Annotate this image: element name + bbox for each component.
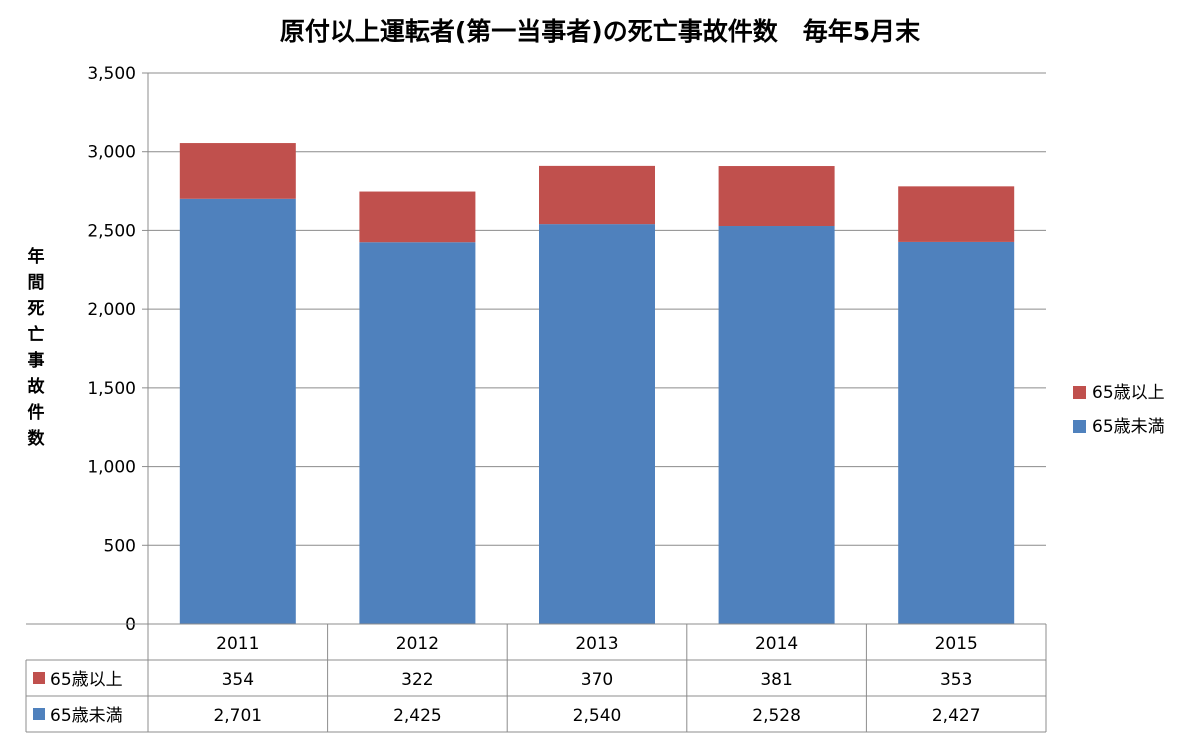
x-tick-label: 2012	[396, 634, 439, 654]
legend-swatch	[1073, 420, 1086, 433]
table-cell: 370	[581, 670, 613, 690]
table-cell: 2,425	[393, 706, 442, 726]
bars	[179, 143, 1015, 625]
x-tick-label: 2013	[575, 634, 618, 654]
bar-segment	[718, 166, 835, 227]
bar-segment	[539, 224, 655, 625]
legend-swatch	[1073, 386, 1086, 399]
y-axis-label-char: 故	[28, 376, 46, 397]
y-tick-label: 2,500	[87, 221, 136, 241]
y-axis-label-char: 事	[28, 351, 45, 371]
x-tick-label: 2015	[935, 634, 978, 654]
bar-segment	[179, 198, 296, 624]
table-cell: 353	[940, 670, 972, 690]
data-table: 2011 2012 2013 2014 2015 65歳以上 354 322 370 381 353…	[33, 634, 981, 726]
y-tick-label: 2,000	[87, 300, 136, 320]
bar-segment	[539, 165, 655, 225]
y-tick-label: 3,500	[87, 64, 136, 84]
bar-segment	[898, 241, 1015, 625]
table-row-label: 65歳以上	[50, 670, 123, 690]
table-cell: 354	[222, 670, 254, 690]
bar-segment	[898, 186, 1015, 242]
bar-segment	[179, 143, 296, 199]
y-axis-label-char: 死	[28, 299, 45, 319]
table-row-label: 65歳未満	[50, 706, 123, 726]
table-row-swatch	[33, 708, 45, 720]
y-axis-label-char: 年	[28, 246, 45, 267]
y-tick-label: 1,000	[87, 458, 136, 478]
table-cell: 322	[401, 670, 433, 690]
table-cell: 2,701	[213, 706, 262, 726]
table-cell: 2,427	[932, 706, 981, 726]
legend-label: 65歳未満	[1092, 417, 1165, 437]
table-row-swatch	[33, 672, 45, 684]
y-axis-label-char: 間	[28, 273, 45, 293]
chart-title: 原付以上運転者(第一当事者)の死亡事故件数 毎年5月末	[280, 17, 920, 46]
y-axis-label-char: 件	[28, 402, 45, 423]
table-cell: 2,540	[573, 706, 622, 726]
y-tick-label: 1,500	[87, 379, 136, 399]
y-axis-label-char: 亡	[28, 324, 45, 345]
x-tick-label: 2014	[755, 634, 798, 654]
x-tick-label: 2011	[216, 634, 259, 654]
table-cell: 381	[760, 670, 792, 690]
y-axis-label-char: 数	[28, 428, 46, 449]
legend-label: 65歳以上	[1092, 383, 1165, 403]
bar-segment	[718, 226, 835, 624]
y-tick-label: 500	[104, 536, 136, 556]
y-tick-label: 3,000	[87, 143, 136, 163]
table-cell: 2,528	[752, 706, 801, 726]
bar-segment	[359, 191, 476, 243]
bar-segment	[359, 242, 476, 624]
y-axis-tick-labels: 0 500 1,000 1,500 2,000 2,500 3,000 3,500	[87, 64, 136, 635]
axes	[25, 73, 1047, 733]
legend: 65歳以上 65歳未満	[1073, 383, 1165, 437]
y-tick-label: 0	[125, 615, 136, 635]
